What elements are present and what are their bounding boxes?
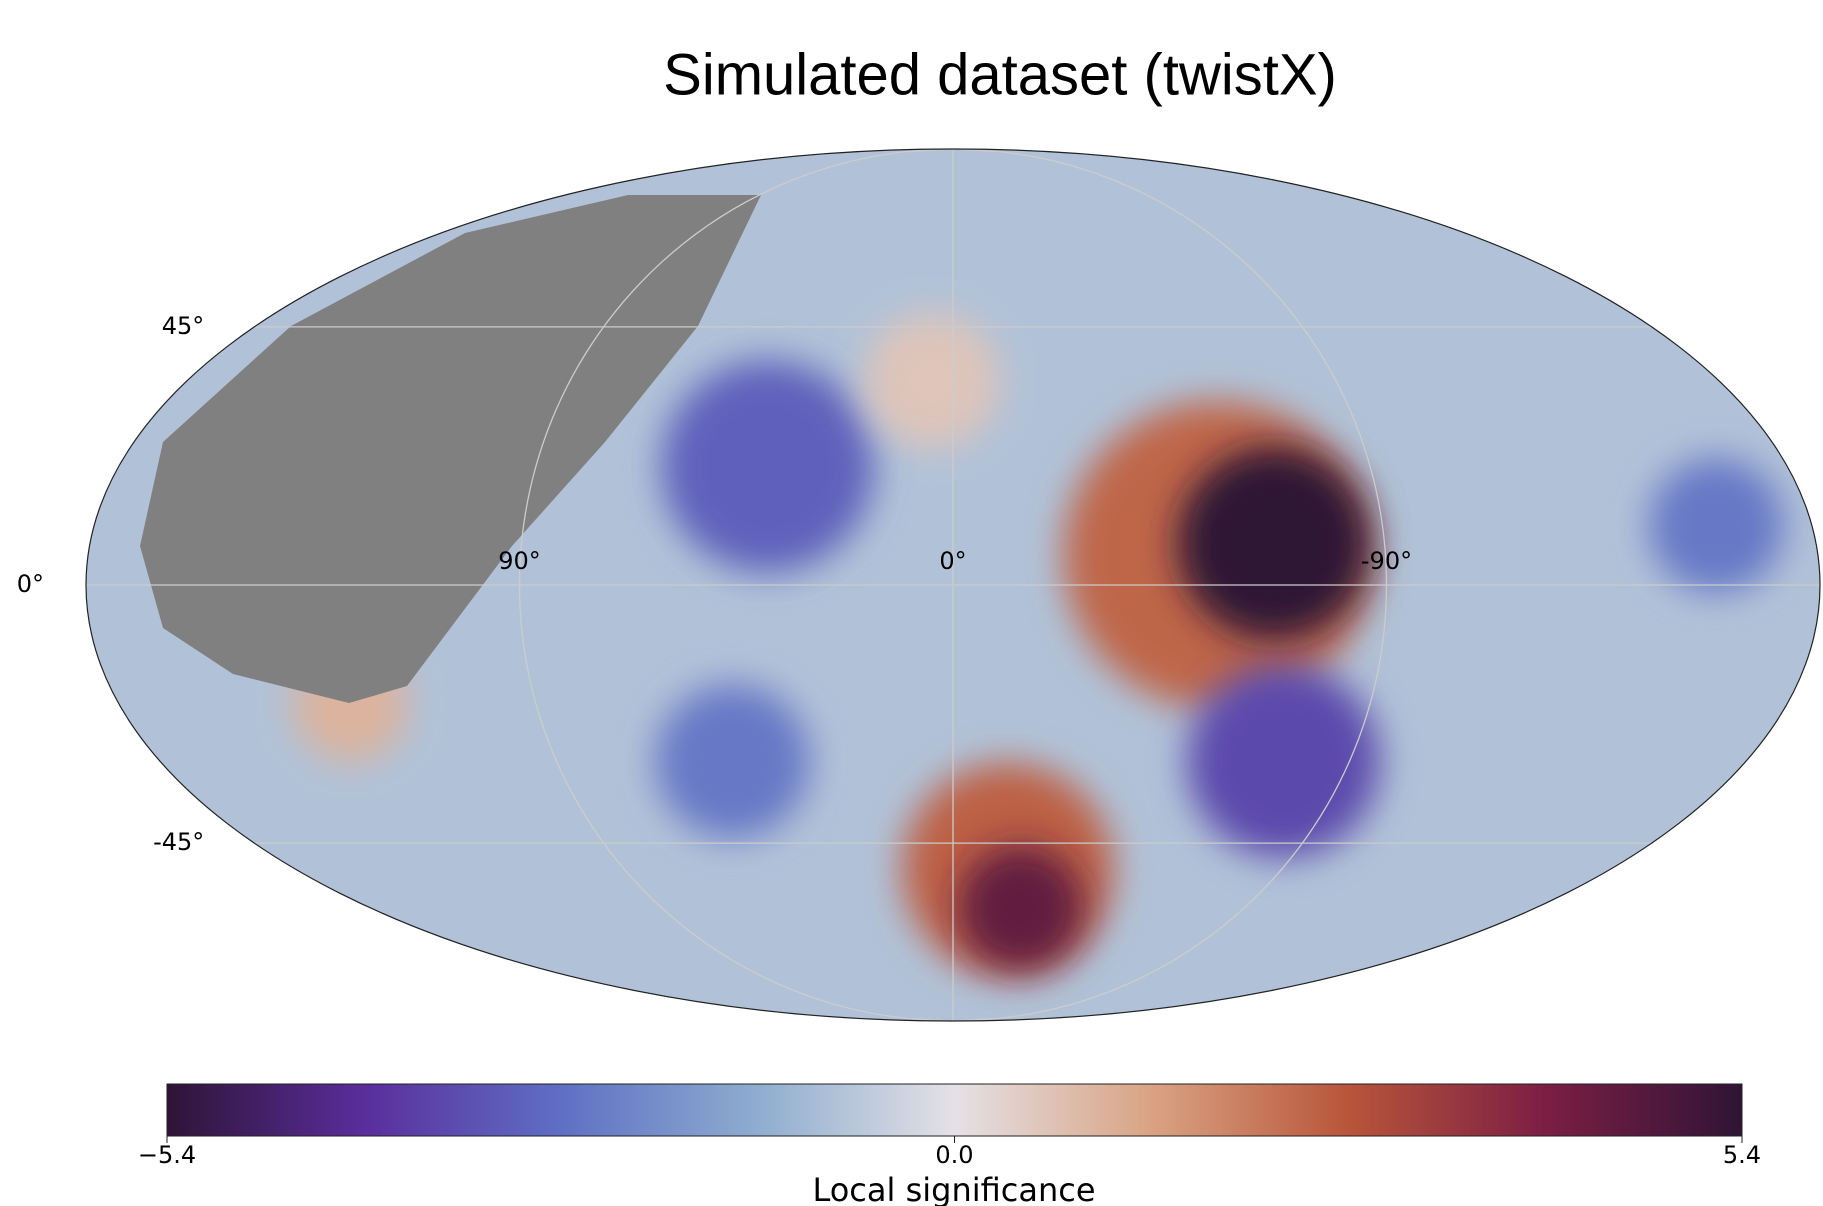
y-tick-label: -45° <box>153 828 204 856</box>
chart: Simulated dataset (twistX) 90° 0° -90° 45° 0… <box>0 0 1823 1206</box>
significance-blob <box>864 313 999 448</box>
y-tick-label: 45° <box>162 312 205 340</box>
significance-blob <box>958 845 1083 970</box>
colorbar-tick-label: −5.4 <box>138 1141 196 1169</box>
x-tick-label: -90° <box>1361 547 1412 575</box>
y-tick-label: 0° <box>17 570 44 598</box>
x-tick-label: 90° <box>498 547 541 575</box>
chart-title: Simulated dataset (twistX) <box>663 42 1337 107</box>
significance-blob <box>656 684 810 838</box>
significance-blob <box>1649 458 1784 593</box>
significance-blob <box>662 360 874 572</box>
colorbar-tick-label: 0.0 <box>935 1141 973 1169</box>
colorbar-label: Local significance <box>812 1171 1095 1206</box>
significance-blob <box>1178 447 1371 640</box>
x-tick-label: 0° <box>939 547 966 575</box>
colorbar-tick-label: 5.4 <box>1723 1141 1761 1169</box>
significance-blob <box>1187 665 1380 858</box>
colorbar <box>167 1084 1742 1136</box>
